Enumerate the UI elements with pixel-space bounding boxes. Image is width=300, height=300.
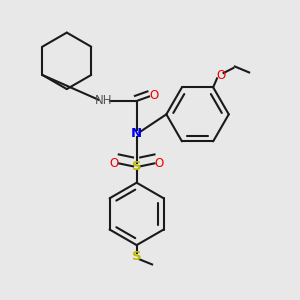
Text: S: S [132,160,141,173]
Text: O: O [216,69,225,82]
Text: S: S [132,250,141,263]
Text: O: O [150,88,159,101]
Text: NH: NH [95,94,113,107]
Text: N: N [131,127,142,140]
Text: O: O [110,157,119,170]
Text: O: O [154,157,164,170]
